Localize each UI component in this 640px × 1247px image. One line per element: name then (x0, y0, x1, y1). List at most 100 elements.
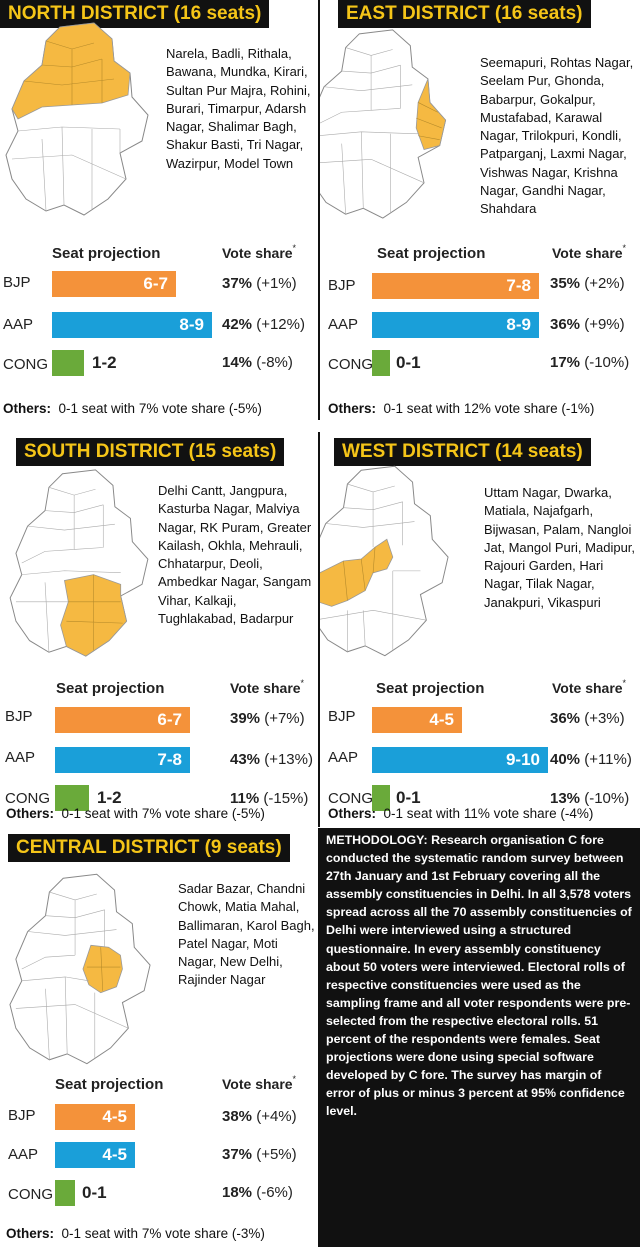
constituency-list: Narela, Badli, Rithala, Bawana, Mundka, … (166, 46, 311, 171)
seat-bar-label-cong: 1-2 (92, 353, 117, 372)
party-label-cong: CONG (328, 790, 373, 807)
others-line-south: Others: 0-1 seat with 7% vote share (-5%… (6, 806, 265, 821)
seat-bar-cong (55, 785, 89, 811)
vote-share-footnote-mark: * (622, 243, 627, 253)
vote-value: 42% (222, 316, 253, 333)
district-title: SOUTH DISTRICT (15 seats) (16, 438, 285, 466)
district-title: EAST DISTRICT (16 seats) (338, 0, 591, 28)
vote-share-cong: 11% (-15%) (230, 786, 308, 812)
others-prefix: Others: (6, 1226, 55, 1241)
vote-change: (+5%) (256, 1146, 297, 1163)
north-district-panel: NORTH DISTRICT (16 seats) Narela, Badli,… (0, 0, 318, 420)
vote-share-bjp: 37% (+1%) (222, 271, 297, 297)
divider-middle (318, 432, 320, 827)
seat-bar-label-cong: 0-1 (396, 353, 421, 372)
vote-share-header: Vote share* (552, 678, 627, 696)
seat-bar-bjp: 6-7 (55, 707, 190, 733)
vote-value: 37% (222, 1146, 253, 1163)
vote-share-aap: 43% (+13%) (230, 747, 313, 773)
seat-bar-label: 6-7 (157, 710, 182, 729)
vote-change: (+13%) (264, 751, 313, 768)
vote-share-footnote-mark: * (622, 678, 627, 688)
vote-value: 38% (222, 1108, 253, 1125)
seat-bar-cong (52, 350, 84, 376)
others-line: Others: 0-1 seat with 7% vote share (-3%… (6, 1226, 265, 1241)
vote-value: 17% (550, 354, 581, 371)
seat-bar-cong (372, 785, 390, 811)
vote-share-header-text: Vote share (230, 680, 301, 696)
vote-share-bjp: 35% (+2%) (550, 271, 625, 297)
district-title: NORTH DISTRICT (16 seats) (0, 0, 270, 28)
vote-share-header: Vote share* (222, 243, 297, 261)
delhi-map (2, 12, 152, 226)
vote-share-cong: 13% (-10%) (550, 786, 629, 812)
vote-share-header: Vote share* (552, 243, 627, 261)
seat-projection-header: Seat projection (377, 245, 486, 262)
vote-share-cong: 18% (-6%) (222, 1180, 293, 1206)
party-label-bjp: BJP (5, 708, 33, 725)
seat-bar-label: 6-7 (143, 274, 168, 293)
vote-value: 18% (222, 1184, 253, 1201)
vote-share-header-text: Vote share (222, 245, 293, 261)
vote-change: (-10%) (584, 354, 630, 371)
vote-change: (+12%) (256, 316, 305, 333)
seat-bar-label: 7-8 (506, 276, 531, 295)
vote-value: 36% (550, 316, 581, 333)
vote-share-cong: 17% (-10%) (550, 350, 629, 376)
seat-bar-aap: 7-8 (55, 747, 190, 773)
vote-share-footnote-mark: * (292, 243, 297, 253)
vote-share-header: Vote share* (230, 678, 304, 696)
vote-share-footnote-mark: * (292, 1074, 297, 1084)
seat-bar-label: 8-9 (179, 315, 204, 334)
delhi-map-svg (5, 22, 149, 216)
south-district-panel: SOUTH DISTRICT (15 seats) Delhi Cantt, J… (0, 432, 318, 828)
seat-bar-cong (55, 1180, 75, 1206)
seat-projection-header: Seat projection (56, 680, 165, 697)
seat-bar-label: 4-5 (102, 1145, 127, 1164)
seat-bar-label-cong: 0-1 (396, 788, 421, 807)
district-title: WEST DISTRICT (14 seats) (334, 438, 591, 466)
east-district-panel: EAST DISTRICT (16 seats) Seemapuri, Roht… (320, 0, 640, 420)
others-line: Others: 0-1 seat with 7% vote share (-5%… (3, 401, 262, 416)
methodology-box: METHODOLOGY: Research organisation C for… (318, 828, 640, 1247)
seat-bar-bjp: 4-5 (372, 707, 462, 733)
vote-value: 40% (550, 751, 581, 768)
seat-bar-aap: 8-9 (372, 312, 539, 338)
seat-projection-header: Seat projection (55, 1076, 164, 1093)
seat-bar-bjp: 7-8 (372, 273, 539, 299)
vote-value: 11% (230, 790, 260, 807)
west-district-panel: WEST DISTRICT (14 seats) Uttam Nagar, Dw… (320, 432, 640, 828)
others-text: 0-1 seat with 7% vote share (-5%) (61, 806, 265, 821)
constituency-list: Delhi Cantt, Jangpura, Kasturba Nagar, M… (158, 483, 312, 627)
delhi-map-svg (9, 873, 151, 1065)
seat-bar-label: 8-9 (506, 315, 531, 334)
vote-change: (+11%) (584, 751, 632, 768)
others-prefix: Others: (328, 806, 377, 821)
seat-bar-label-cong: 0-1 (82, 1183, 107, 1202)
vote-change: (-15%) (263, 790, 309, 807)
seat-bar-aap: 4-5 (55, 1142, 135, 1168)
delhi-map (320, 462, 452, 660)
delhi-map-svg (9, 469, 149, 657)
vote-share-bjp: 38% (+4%) (222, 1104, 297, 1130)
delhi-map-svg (320, 29, 447, 219)
vote-value: 39% (230, 710, 261, 727)
others-prefix: Others: (328, 401, 377, 416)
vote-share-header-text: Vote share (222, 1076, 293, 1092)
vote-share-bjp: 36% (+3%) (550, 706, 625, 732)
delhi-map (4, 466, 154, 660)
vote-change: (-8%) (256, 354, 293, 371)
others-text: 0-1 seat with 11% vote share (-4%) (383, 806, 594, 821)
vote-value: 36% (550, 710, 581, 727)
others-text: 0-1 seat with 7% vote share (-3%) (61, 1226, 265, 1241)
vote-change: (+9%) (584, 316, 625, 333)
vote-value: 35% (550, 275, 581, 292)
district-title: CENTRAL DISTRICT (9 seats) (8, 834, 290, 862)
others-line-west: Others: 0-1 seat with 11% vote share (-4… (328, 806, 593, 821)
others-prefix: Others: (6, 806, 55, 821)
delhi-map (320, 26, 450, 222)
delhi-map (6, 870, 154, 1068)
vote-value: 13% (550, 790, 581, 807)
vote-change: (-6%) (256, 1184, 293, 1201)
others-prefix: Others: (3, 401, 52, 416)
